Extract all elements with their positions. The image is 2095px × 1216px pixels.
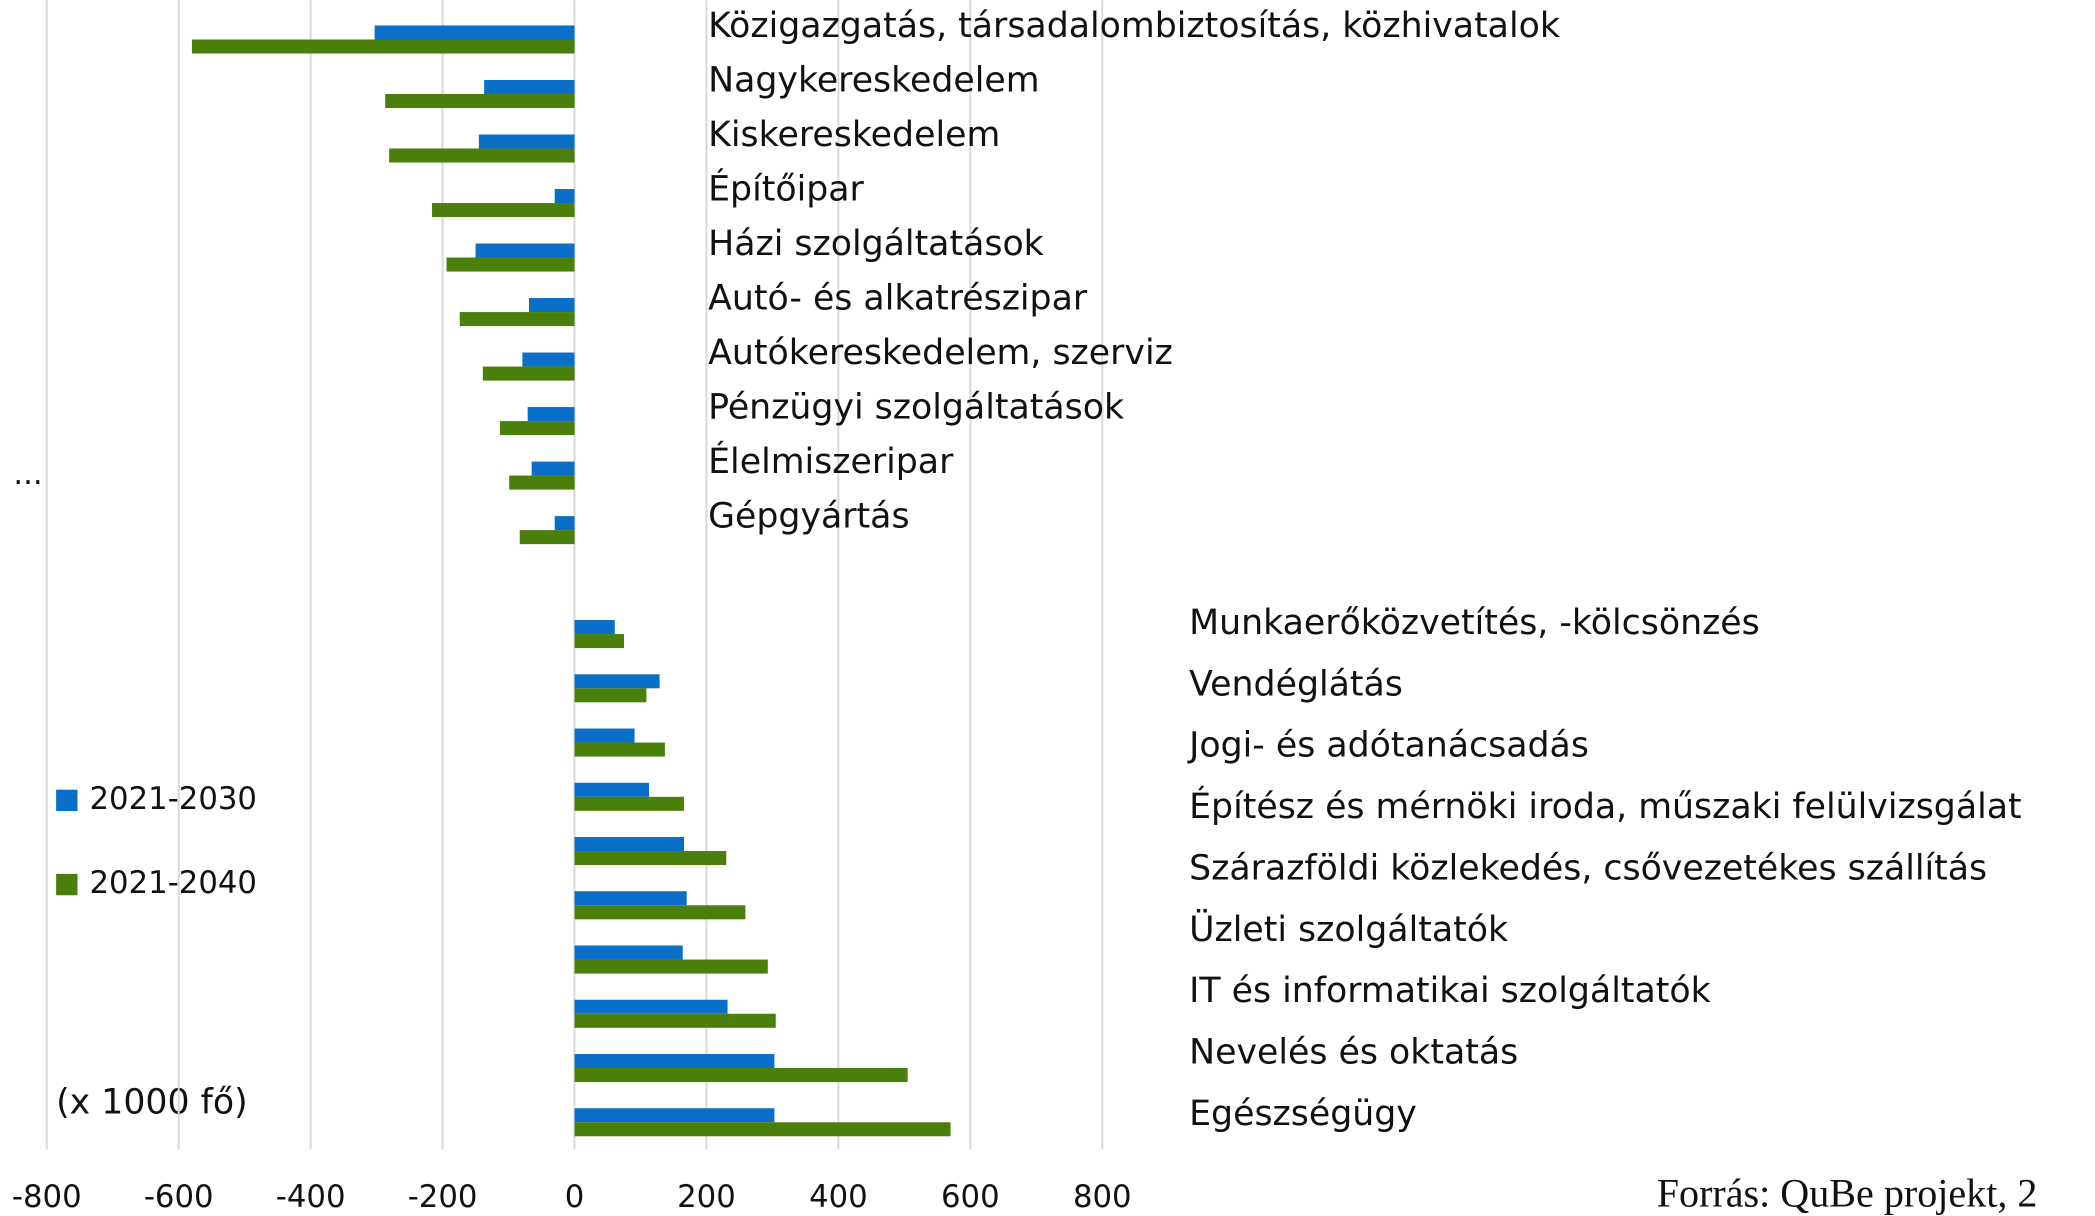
bar: [531, 461, 575, 476]
bar: [574, 1108, 775, 1123]
legend-label: 2021-2030: [90, 781, 257, 817]
unit-note: (x 1000 fő): [56, 1083, 248, 1123]
category-label: Jogi- és adótanácsadás: [1187, 726, 1589, 766]
bar: [574, 837, 685, 852]
category-label: Szárazföldi közlekedés, csővezetékes szá…: [1189, 848, 1987, 888]
bar: [484, 79, 575, 95]
bar: [574, 728, 635, 743]
bar: [574, 959, 768, 974]
category-label: Autó- és alkatrészipar: [708, 278, 1088, 318]
bar: [432, 203, 575, 218]
bar: [554, 188, 575, 204]
bar: [459, 312, 575, 327]
x-tick-label: -400: [276, 1179, 346, 1215]
x-tick-label: -200: [408, 1179, 478, 1215]
bar: [574, 674, 660, 689]
bar: [527, 407, 575, 422]
bar: [574, 620, 615, 635]
category-label: Pénzügyi szolgáltatások: [708, 387, 1124, 427]
bar: [509, 475, 575, 490]
bar: [385, 94, 575, 109]
bar: [574, 1068, 908, 1083]
bar: [574, 891, 687, 906]
ellipsis: ...: [13, 456, 42, 492]
category-label: Munkaerőközvetítés, -kölcsönzés: [1189, 603, 1760, 643]
bar: [446, 257, 575, 272]
bar: [475, 243, 575, 258]
category-label: Gépgyártás: [708, 496, 909, 536]
source: Forrás: QuBe projekt, 2: [1657, 1170, 2038, 1215]
category-label: Közigazgatás, társadalombiztosítás, közh…: [708, 6, 1560, 46]
x-tick-label: -800: [12, 1179, 82, 1215]
legend-swatch: [56, 873, 78, 896]
bar: [574, 782, 650, 797]
bar: [522, 352, 575, 367]
bar: [574, 634, 624, 649]
legend-label: 2021-2040: [90, 865, 257, 901]
category-label: Vendéglátás: [1189, 664, 1403, 704]
bar: [482, 366, 575, 381]
bar: [554, 516, 575, 531]
bar: [389, 148, 575, 163]
category-label: Építész és mérnöki iroda, műszaki felülv…: [1189, 785, 2022, 827]
bar: [191, 39, 575, 54]
bar: [374, 25, 575, 40]
category-label: Üzleti szolgáltatók: [1189, 908, 1508, 950]
bar: [574, 1122, 951, 1137]
bar: [574, 905, 746, 920]
category-label: Nevelés és oktatás: [1189, 1033, 1518, 1073]
bar: [574, 742, 665, 757]
bar: [574, 1013, 776, 1028]
x-tick-label: 0: [565, 1179, 585, 1215]
x-tick-label: 800: [1073, 1179, 1132, 1215]
bar: [574, 999, 728, 1014]
category-label: Autókereskedelem, szerviz: [708, 333, 1173, 373]
category-label: IT és informatikai szolgáltatók: [1189, 971, 1711, 1011]
category-label: Építőipar: [708, 167, 864, 209]
bar: [529, 298, 575, 313]
legend-swatch: [56, 789, 78, 812]
bar: [519, 530, 575, 545]
x-tick-label: 400: [809, 1179, 868, 1215]
bar: [574, 688, 647, 703]
bar: [574, 796, 685, 811]
bar: [574, 1053, 775, 1069]
category-label: Egészségügy: [1189, 1094, 1417, 1134]
x-tick-label: 200: [677, 1179, 736, 1215]
bar: [478, 134, 575, 149]
category-label: Kiskereskedelem: [708, 115, 1000, 155]
category-label: Élelmiszeripar: [708, 440, 954, 482]
bar: [574, 945, 683, 960]
bar: [499, 421, 575, 436]
bar: [574, 851, 727, 866]
category-label: Házi szolgáltatások: [708, 224, 1044, 264]
category-label: Nagykereskedelem: [708, 60, 1039, 100]
x-tick-label: -600: [144, 1179, 214, 1215]
x-tick-label: 600: [941, 1179, 1000, 1215]
